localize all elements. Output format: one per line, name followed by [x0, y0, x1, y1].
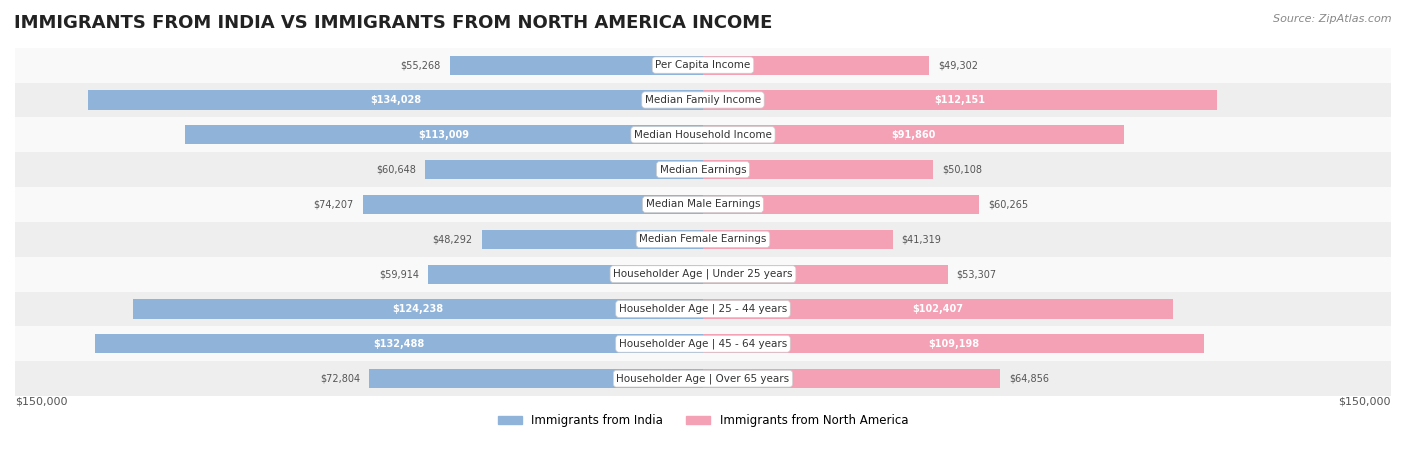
Text: Householder Age | 25 - 44 years: Householder Age | 25 - 44 years: [619, 304, 787, 314]
Text: $113,009: $113,009: [419, 130, 470, 140]
Bar: [15, 83, 1391, 117]
Bar: [15, 152, 1391, 187]
Text: $150,000: $150,000: [15, 396, 67, 406]
Text: $64,856: $64,856: [1010, 374, 1050, 384]
Bar: [134, 299, 703, 318]
Text: Source: ZipAtlas.com: Source: ZipAtlas.com: [1274, 14, 1392, 24]
Text: $112,151: $112,151: [935, 95, 986, 105]
Text: $60,648: $60,648: [375, 165, 416, 175]
Bar: [425, 160, 703, 179]
Text: Householder Age | 45 - 64 years: Householder Age | 45 - 64 years: [619, 339, 787, 349]
Text: Per Capita Income: Per Capita Income: [655, 60, 751, 70]
Bar: [481, 230, 703, 249]
Bar: [450, 56, 703, 75]
Bar: [429, 265, 703, 284]
Text: Median Earnings: Median Earnings: [659, 165, 747, 175]
Text: $48,292: $48,292: [432, 234, 472, 244]
Text: $74,207: $74,207: [314, 199, 353, 210]
Bar: [15, 48, 1391, 83]
Text: Median Female Earnings: Median Female Earnings: [640, 234, 766, 244]
Text: Householder Age | Over 65 years: Householder Age | Over 65 years: [616, 374, 790, 384]
Text: $41,319: $41,319: [901, 234, 942, 244]
Bar: [15, 222, 1391, 257]
Text: $55,268: $55,268: [401, 60, 440, 70]
Text: $91,860: $91,860: [891, 130, 936, 140]
Text: $49,302: $49,302: [938, 60, 979, 70]
Text: $134,028: $134,028: [370, 95, 422, 105]
Text: $50,108: $50,108: [942, 165, 981, 175]
Text: Median Household Income: Median Household Income: [634, 130, 772, 140]
Text: $60,265: $60,265: [988, 199, 1029, 210]
Bar: [703, 265, 948, 284]
Text: $150,000: $150,000: [1339, 396, 1391, 406]
Bar: [15, 326, 1391, 361]
Bar: [15, 361, 1391, 396]
Bar: [703, 299, 1173, 318]
Bar: [184, 125, 703, 144]
Bar: [703, 195, 980, 214]
Bar: [703, 369, 1001, 388]
Bar: [363, 195, 703, 214]
Text: Householder Age | Under 25 years: Householder Age | Under 25 years: [613, 269, 793, 279]
Text: Median Family Income: Median Family Income: [645, 95, 761, 105]
Bar: [703, 230, 893, 249]
Text: IMMIGRANTS FROM INDIA VS IMMIGRANTS FROM NORTH AMERICA INCOME: IMMIGRANTS FROM INDIA VS IMMIGRANTS FROM…: [14, 14, 772, 32]
Text: $59,914: $59,914: [380, 269, 419, 279]
Legend: Immigrants from India, Immigrants from North America: Immigrants from India, Immigrants from N…: [494, 410, 912, 432]
Bar: [89, 91, 703, 110]
Bar: [703, 160, 932, 179]
Bar: [15, 257, 1391, 291]
Bar: [15, 187, 1391, 222]
Bar: [703, 91, 1218, 110]
Bar: [15, 117, 1391, 152]
Bar: [15, 291, 1391, 326]
Bar: [96, 334, 703, 354]
Bar: [368, 369, 703, 388]
Bar: [703, 56, 929, 75]
Text: $124,238: $124,238: [392, 304, 444, 314]
Bar: [703, 125, 1125, 144]
Text: $53,307: $53,307: [956, 269, 997, 279]
Bar: [703, 334, 1204, 354]
Text: $102,407: $102,407: [912, 304, 963, 314]
Text: Median Male Earnings: Median Male Earnings: [645, 199, 761, 210]
Text: $72,804: $72,804: [319, 374, 360, 384]
Text: $132,488: $132,488: [374, 339, 425, 349]
Text: $109,198: $109,198: [928, 339, 979, 349]
